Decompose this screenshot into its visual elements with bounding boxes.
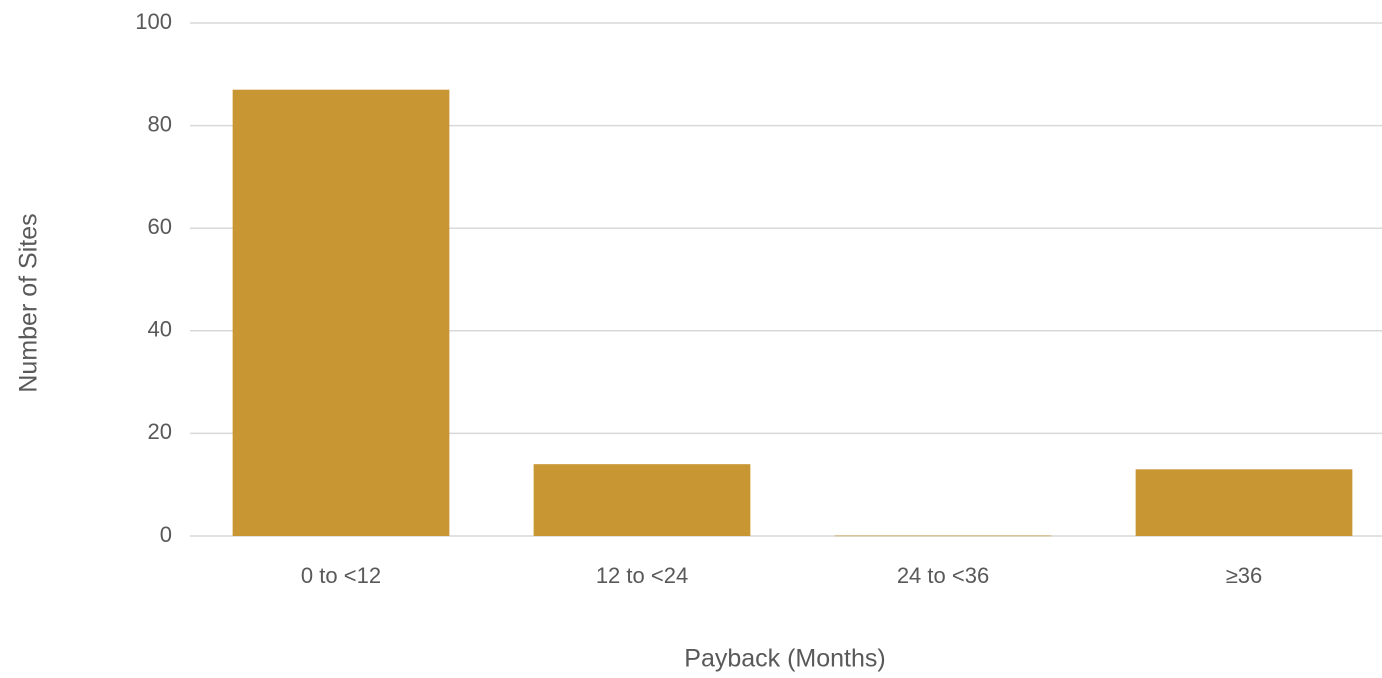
x-tick-label: 0 to <12 — [301, 563, 381, 588]
x-axis-title: Payback (Months) — [684, 645, 885, 673]
y-tick-label: 0 — [160, 522, 172, 547]
y-tick-label: 20 — [148, 419, 172, 444]
bar — [1135, 469, 1353, 536]
bar — [533, 464, 751, 536]
y-tick-label: 40 — [148, 317, 172, 342]
x-tick-label: ≥36 — [1226, 563, 1263, 588]
y-tick-label: 60 — [148, 214, 172, 239]
x-tick-label: 12 to <24 — [596, 563, 688, 588]
bar — [232, 89, 450, 536]
x-tick-label: 24 to <36 — [897, 563, 989, 588]
y-tick-label: 80 — [148, 111, 172, 136]
y-tick-label: 100 — [135, 9, 172, 34]
bar — [834, 535, 1052, 537]
y-axis-title: Number of Sites — [15, 213, 43, 392]
